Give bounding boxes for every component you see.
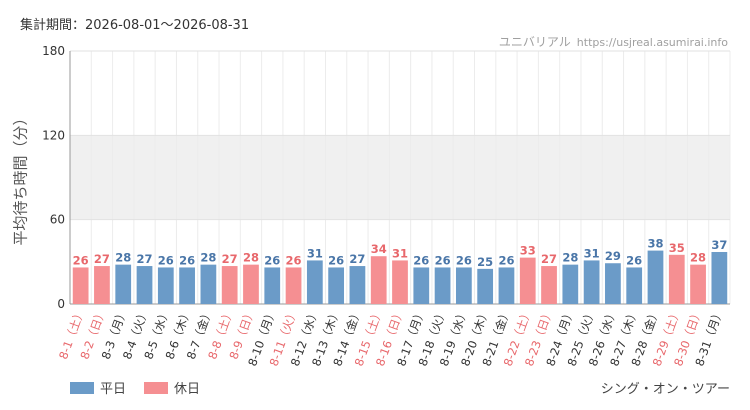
bar	[413, 267, 430, 304]
data-label: 31	[307, 246, 323, 260]
data-label: 34	[371, 242, 387, 256]
data-label: 33	[520, 244, 536, 258]
attraction-name: シング・オン・ツアー	[600, 382, 730, 397]
bar	[328, 267, 345, 304]
data-label: 27	[94, 252, 110, 266]
period-label: 集計期間：2026-08-01～2026-08-31	[20, 18, 250, 33]
bar	[136, 266, 153, 304]
y-tick-label: 120	[42, 128, 65, 142]
bar	[690, 264, 706, 304]
bar	[711, 251, 728, 304]
legend-item-weekday[interactable]: 平日	[70, 378, 126, 397]
bar	[72, 267, 89, 304]
data-label: 26	[179, 253, 195, 267]
bar	[200, 264, 217, 304]
data-label: 26	[498, 253, 514, 267]
data-label: 31	[584, 246, 600, 260]
bar	[562, 264, 579, 304]
data-label: 31	[392, 246, 408, 260]
bar	[221, 266, 238, 304]
data-label: 26	[158, 253, 174, 267]
bar	[306, 260, 323, 304]
bar	[157, 267, 174, 304]
bar	[583, 260, 600, 304]
bar	[605, 263, 621, 304]
data-label: 26	[328, 253, 344, 267]
bar	[264, 267, 281, 304]
data-label: 35	[669, 241, 685, 255]
y-tick-label: 0	[57, 297, 65, 311]
source-credit: ユニバリアル https://usjreal.asumirai.info	[499, 33, 728, 50]
legend-item-holiday[interactable]: 休日	[144, 378, 200, 397]
data-label: 27	[222, 252, 238, 266]
bar	[668, 254, 685, 304]
bar	[370, 256, 387, 304]
data-label: 26	[73, 253, 89, 267]
bar	[519, 257, 536, 304]
highlight-band	[70, 135, 730, 220]
data-label: 26	[413, 253, 429, 267]
source-name: ユニバリアル	[498, 35, 571, 49]
data-label: 26	[264, 253, 280, 267]
data-label: 28	[115, 251, 131, 265]
y-tick-label: 60	[50, 213, 65, 227]
data-label: 26	[286, 253, 302, 267]
data-label: 26	[435, 253, 451, 267]
bar	[285, 267, 302, 304]
bar	[647, 250, 664, 304]
data-label: 27	[541, 252, 557, 266]
legend-swatch-weekday	[70, 381, 94, 394]
bar	[434, 267, 451, 304]
bar	[392, 260, 408, 304]
bar	[541, 266, 557, 304]
source-url[interactable]: https://usjreal.asumirai.info	[576, 36, 728, 49]
bar	[498, 267, 515, 304]
bar	[455, 267, 472, 304]
data-label: 37	[711, 238, 727, 252]
data-label: 38	[647, 237, 663, 251]
bar	[477, 268, 494, 304]
legend: 平日 休日	[70, 378, 200, 397]
data-label: 26	[456, 253, 472, 267]
bar	[349, 266, 366, 304]
legend-label-weekday: 平日	[100, 382, 127, 397]
data-label: 28	[243, 251, 259, 265]
legend-swatch-holiday	[144, 381, 169, 394]
y-tick-label: 180	[42, 44, 65, 58]
legend-label-holiday: 休日	[174, 382, 201, 397]
bar	[94, 266, 110, 304]
data-label: 25	[477, 255, 493, 269]
bar	[115, 264, 132, 304]
bar	[243, 264, 259, 304]
data-label: 28	[690, 251, 706, 265]
data-label: 28	[562, 251, 578, 265]
bar	[179, 267, 195, 304]
data-label: 27	[137, 252, 153, 266]
data-label: 28	[200, 251, 216, 265]
data-label: 27	[349, 252, 365, 266]
bar	[626, 267, 643, 304]
data-label: 26	[626, 253, 642, 267]
data-label: 29	[605, 249, 621, 263]
